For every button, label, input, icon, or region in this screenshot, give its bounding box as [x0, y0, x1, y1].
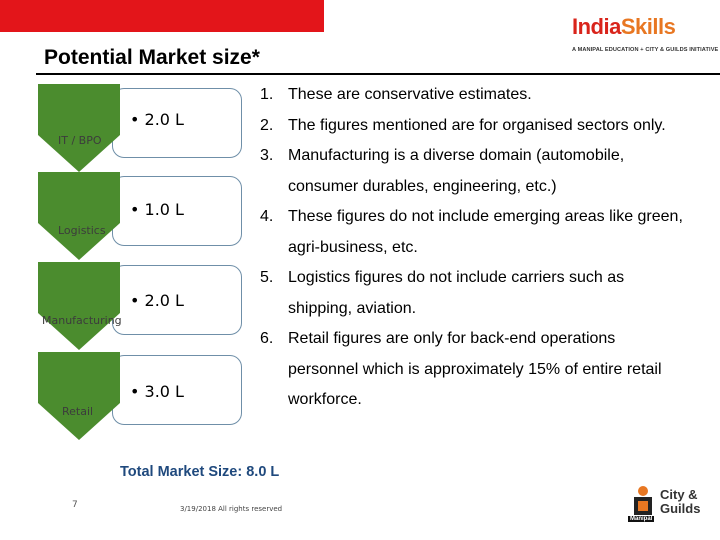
page-number: 7 [72, 500, 78, 510]
note-number: 3. [260, 147, 274, 164]
city-guilds-mark-icon [634, 486, 652, 515]
sector-value-manufacturing: • 2.0 L [130, 291, 184, 310]
sector-value-box-manufacturing [112, 265, 242, 335]
logo-tagline: A MANIPAL EDUCATION + CITY & GUILDS INIT… [572, 47, 719, 53]
note-number: 4. [260, 208, 274, 225]
header-red-bar [0, 0, 324, 32]
note-number: 6. [260, 330, 274, 347]
note-text: These are conservative estimates. [288, 86, 532, 103]
sector-chevron-it-bpo [38, 84, 120, 172]
sector-value-box-retail [112, 355, 242, 425]
logo-word-skills: Skills [620, 14, 676, 39]
city-guilds-sub: Manipal [628, 516, 655, 522]
note-number: 2. [260, 116, 274, 134]
sector-chevron-retail [38, 352, 120, 440]
page-title: Potential Market size* [44, 46, 260, 69]
sector-label-it-bpo: IT / BPO [58, 134, 102, 147]
sector-value-box-logistics [112, 176, 242, 246]
note-item: 3. Manufacturing is a diverse domain (au… [258, 141, 688, 202]
sector-label-retail: Retail [62, 405, 94, 418]
sector-value-retail: • 3.0 L [130, 382, 184, 401]
sector-value-logistics: • 1.0 L [130, 200, 184, 219]
sector-label-manufacturing: Manufacturing [42, 314, 122, 327]
note-text: These figures do not include emerging ar… [288, 208, 683, 256]
sector-value-box-it-bpo [112, 88, 242, 158]
note-text: Logistics figures do not include carrier… [288, 269, 625, 317]
note-item: 4. These figures do not include emerging… [258, 202, 688, 263]
sector-value-it-bpo: • 2.0 L [130, 110, 184, 129]
sector-label-logistics: Logistics [58, 224, 106, 237]
note-number: 1. [260, 86, 274, 103]
total-market-size: Total Market Size: 8.0 L [120, 464, 280, 480]
city-guilds-logo: City & Guilds Manipal [626, 482, 706, 526]
note-item: 6. Retail figures are only for back-end … [258, 324, 688, 416]
city-guilds-line1: City & [660, 487, 698, 502]
indiaskills-logo: IndiaSkills A MANIPAL EDUCATION + CITY &… [572, 14, 718, 60]
note-text: The figures mentioned are for organised … [288, 116, 666, 134]
note-item: 2. The figures mentioned are for organis… [258, 111, 688, 142]
note-item: 5. Logistics figures do not include carr… [258, 263, 688, 324]
note-text: Manufacturing is a diverse domain (autom… [288, 147, 625, 195]
note-text: Retail figures are only for back-end ope… [288, 330, 662, 408]
note-number: 5. [260, 269, 274, 286]
title-divider [36, 73, 720, 75]
notes-list: 1. These are conservative estimates. 2. … [258, 80, 688, 416]
footer-copyright: 3/19/2018 All rights reserved [180, 505, 283, 513]
logo-word-india: India [572, 14, 621, 39]
note-item: 1. These are conservative estimates. [258, 80, 688, 111]
sector-chevron-manufacturing [38, 262, 120, 350]
sector-chevron-logistics [38, 172, 120, 260]
city-guilds-text: City & Guilds [660, 488, 700, 516]
city-guilds-line2: Guilds [660, 501, 701, 516]
